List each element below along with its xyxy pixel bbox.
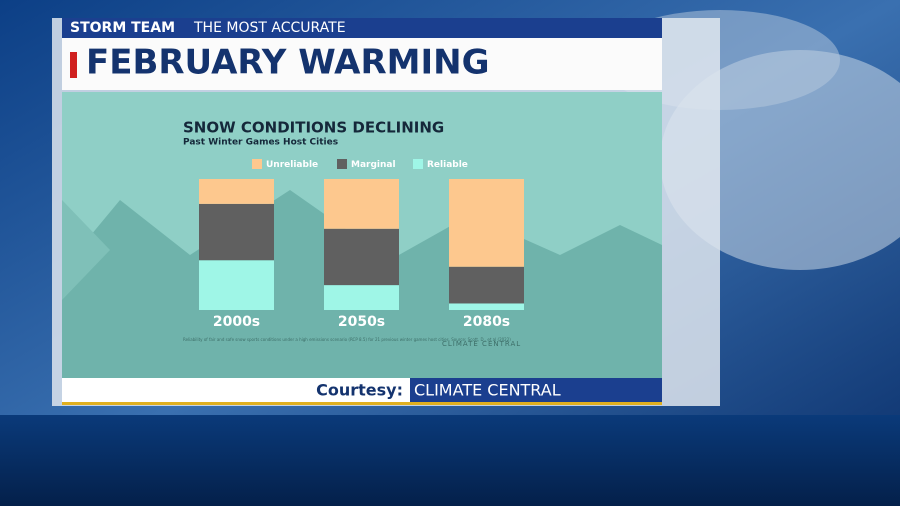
chart-subtitle: Past Winter Games Host Cities [183,138,338,148]
legend-label: Unreliable [266,160,318,170]
legend-swatch [413,159,423,169]
x-tick-label: 2080s [463,314,510,330]
chart-title: SNOW CONDITIONS DECLINING [183,119,444,137]
page-title: FEBRUARY WARMING [86,43,490,83]
chart-note: Reliability of fair and safe snow sports… [183,337,511,342]
mountains [62,200,110,300]
floor [0,415,900,506]
legend-label: Reliable [427,160,468,170]
tagline: THE MOST ACCURATE [193,20,346,36]
bar-segment [199,260,274,310]
accent [70,52,77,78]
legend-label: Marginal [351,160,396,170]
footer-line [62,402,662,405]
bar-segment [449,179,524,267]
bar-segment [449,266,524,304]
bar-segment [449,303,524,310]
footer-label: Courtesy: [316,381,403,400]
legend-swatch [252,159,262,169]
logo: CLIMATE CENTRAL [442,340,521,348]
bar-segment [324,179,399,229]
title-bar [62,38,662,90]
bar-segment [324,228,399,286]
legend-swatch [337,159,347,169]
chart: SNOW CONDITIONS DECLINING Past Winter Ga… [183,119,524,348]
bar-segment [199,179,274,204]
footer-source: CLIMATE CENTRAL [414,381,561,400]
top-bar [62,18,662,38]
brand: STORM TEAM [70,20,175,36]
x-tick-label: 2050s [338,314,385,330]
footer-source-box [410,378,662,402]
bar-segment [324,285,399,310]
bar-segment [199,203,274,261]
x-tick-label: 2000s [213,314,260,330]
